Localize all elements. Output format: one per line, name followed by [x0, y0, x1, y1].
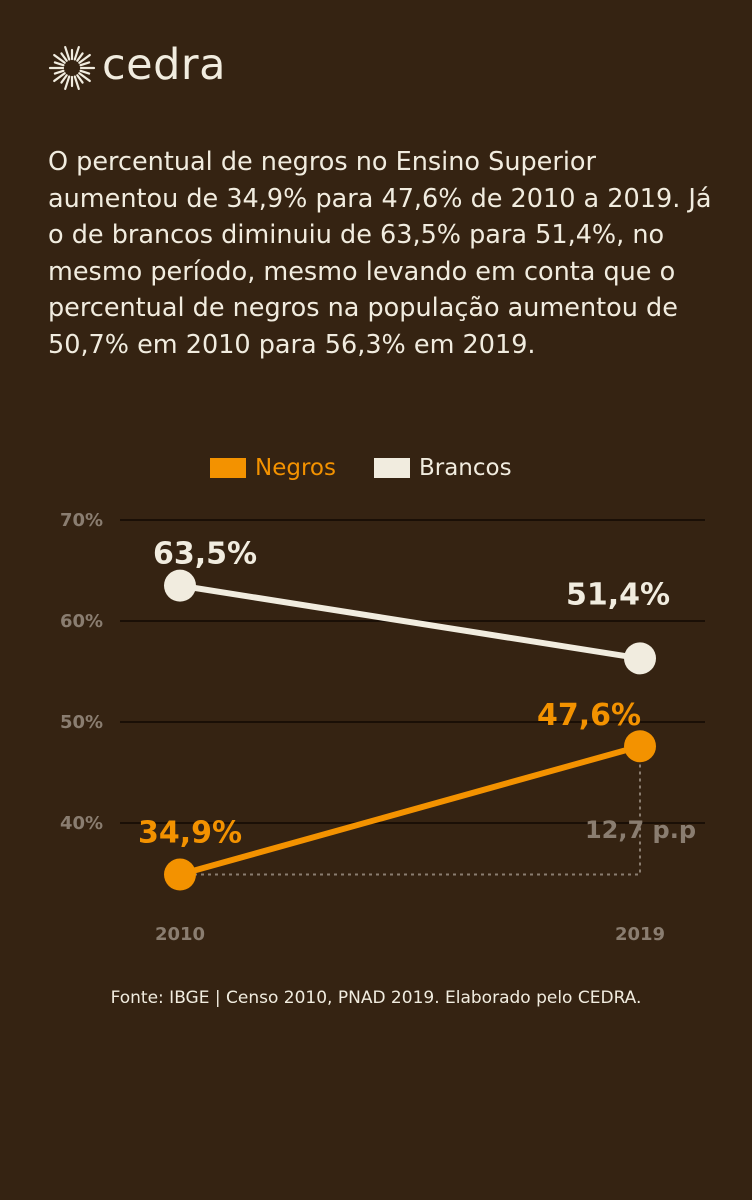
brand-name: cedra	[102, 39, 226, 90]
x-tick-label: 2010	[155, 924, 205, 945]
data-point-brancos	[164, 569, 196, 602]
chart-legend: Negros Brancos	[210, 455, 550, 481]
y-tick-label: 60%	[60, 611, 103, 632]
sun-ray	[79, 61, 91, 67]
sun-ray	[53, 61, 65, 67]
sun-ray	[64, 75, 71, 91]
legend-swatch-brancos	[373, 458, 410, 478]
data-point-negros	[624, 730, 656, 763]
legend-label-brancos: Brancos	[418, 455, 512, 481]
sun-ray	[76, 74, 84, 84]
sun-ray	[78, 53, 91, 64]
legend-item-negros: Negros	[210, 455, 336, 481]
difference-annotation: 12,7 p.p	[585, 816, 696, 844]
sun-ray	[53, 72, 66, 83]
sun-ray	[64, 45, 71, 61]
intro-text: O percentual de negros no Ensino Superio…	[48, 147, 712, 360]
y-tick-label: 70%	[60, 510, 103, 531]
series-line-brancos	[179, 582, 641, 662]
y-tick-label: 50%	[60, 712, 103, 733]
data-point-negros	[164, 858, 196, 891]
data-point-brancos	[624, 642, 656, 675]
sun-ray	[53, 69, 65, 75]
brand: cedra	[48, 39, 226, 92]
sun-ray	[79, 69, 91, 75]
sunburst-icon	[48, 45, 96, 91]
data-label-negros: 34,9%	[138, 816, 242, 851]
sun-ray	[73, 45, 80, 61]
sun-ray	[60, 74, 68, 84]
source-note: Fonte: IBGE | Censo 2010, PNAD 2019. Ela…	[110, 988, 642, 1008]
data-label-negros: 47,6%	[537, 698, 641, 733]
sun-ray	[78, 72, 91, 83]
y-tick-label: 40%	[60, 813, 103, 834]
sun-ray	[73, 75, 80, 91]
legend-label-negros: Negros	[255, 455, 336, 481]
line-chart: 40% 50% 60% 70% 2010 2019 63,5% 51,4% 34,9% 47,6%…	[60, 510, 705, 945]
data-label-brancos: 63,5%	[153, 537, 257, 572]
sun-ray	[76, 52, 84, 62]
data-label-brancos: 51,4%	[566, 577, 670, 612]
x-tick-label: 2019	[615, 924, 665, 945]
sun-ray	[60, 52, 68, 62]
series-line-negros	[179, 743, 641, 878]
sun-ray	[53, 53, 66, 64]
legend-item-brancos: Brancos	[373, 455, 512, 481]
legend-swatch-negros	[210, 458, 246, 478]
